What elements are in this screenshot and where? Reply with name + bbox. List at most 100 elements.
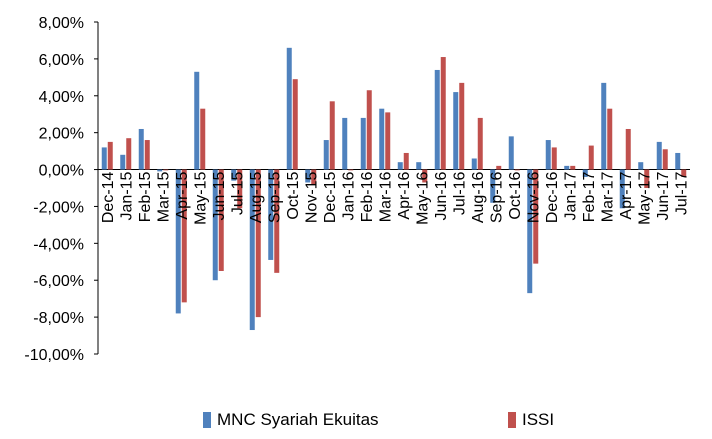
bar-series-2-sep-15 <box>274 169 280 273</box>
legend-item-series-1: MNC Syariah Ekuitas <box>203 410 379 430</box>
bar-series-1-feb-16 <box>360 117 366 170</box>
y-tick-label: -2,00% <box>33 199 84 216</box>
x-tick-label-jun-17: Jun-17 <box>655 171 672 220</box>
bars <box>101 47 687 331</box>
x-tick-label-feb-16: Feb-16 <box>359 171 376 222</box>
x-tick-label-sep-16: Sep-16 <box>489 171 506 223</box>
bar-series-2-dec-15 <box>329 101 335 170</box>
bar-series-1-feb-15 <box>138 128 144 170</box>
bar-series-1-dec-14 <box>101 147 107 170</box>
x-axis-labels: Dec-14 Jan-15 Feb-15 Mar-15 Apr-15 May-15 Jun-… <box>100 171 691 224</box>
bar-series-1-jul-17 <box>675 152 681 170</box>
bar-series-2-jan-15 <box>126 138 132 170</box>
legend-label-series-2: ISSI <box>522 410 555 429</box>
bar-series-2-aug-15 <box>255 169 261 318</box>
legend-label-series-1: MNC Syariah Ekuitas <box>217 410 379 429</box>
bar-series-1-may-17 <box>638 162 644 170</box>
bar-series-1-nov-16 <box>527 169 533 294</box>
bar-series-1-jan-17 <box>564 165 570 170</box>
x-tick-label-dec-14: Dec-14 <box>100 171 117 223</box>
y-tick-label: -4,00% <box>33 236 84 253</box>
bar-series-1-may-16 <box>416 162 422 170</box>
bar-series-2-may-16 <box>422 169 428 183</box>
legend-swatch-series-1 <box>203 412 211 428</box>
y-axis: 8,00% 6,00% 4,00% 2,00% 0,00% -2,00% -4,00% -6,… <box>24 15 690 364</box>
bar-series-2-jun-15 <box>218 169 224 271</box>
bar-series-2-apr-15 <box>181 169 187 303</box>
x-tick-label-jan-16: Jan-16 <box>341 171 358 220</box>
x-tick-label-mar-16: Mar-16 <box>378 171 395 222</box>
x-tick-label-sep-15: Sep-15 <box>267 171 284 223</box>
bar-series-1-apr-15 <box>175 169 181 314</box>
bar-series-1-jul-16 <box>453 92 459 170</box>
bar-series-2-jul-16 <box>459 82 465 170</box>
x-tick-label-apr-16: Apr-16 <box>396 171 413 219</box>
bar-series-2-nov-15 <box>311 169 317 185</box>
bar-series-2-may-17 <box>644 169 650 188</box>
bar-series-2-dec-14 <box>107 141 113 170</box>
x-tick-label-oct-15: Oct-15 <box>285 171 302 219</box>
bar-series-2-apr-16 <box>403 152 409 170</box>
x-tick-label-dec-15: Dec-15 <box>322 171 339 223</box>
bar-series-1-apr-17 <box>619 169 625 209</box>
legend: MNC Syariah Ekuitas ISSI <box>0 410 712 434</box>
bar-series-2-jul-17 <box>681 169 687 177</box>
bar-series-2-dec-16 <box>551 147 557 170</box>
bar-series-2-mar-16 <box>385 112 391 170</box>
bar-series-1-apr-16 <box>397 162 403 170</box>
bar-series-2-oct-15 <box>292 79 298 170</box>
bar-series-1-may-15 <box>194 71 200 170</box>
bar-series-2-may-15 <box>200 108 206 170</box>
bar-series-2-feb-15 <box>144 140 150 170</box>
x-tick-label-jul-17: Jul-17 <box>674 171 691 215</box>
bar-series-2-jun-16 <box>440 57 446 170</box>
bar-series-1-jun-16 <box>434 69 440 170</box>
bar-series-2-mar-17 <box>607 108 613 170</box>
bar-series-1-sep-16 <box>490 169 496 203</box>
x-tick-label-may-16: May-16 <box>415 171 432 224</box>
x-tick-label-aug-15: Aug-15 <box>248 171 265 223</box>
x-tick-label-apr-15: Apr-15 <box>174 171 191 219</box>
x-tick-label-feb-15: Feb-15 <box>137 171 154 222</box>
x-tick-label-jun-15: Jun-15 <box>211 171 228 220</box>
legend-swatch-series-2 <box>508 412 516 428</box>
y-tick-label: -6,00% <box>33 273 84 290</box>
bar-series-2-sep-16 <box>496 165 502 170</box>
x-tick-label-feb-17: Feb-17 <box>581 171 598 222</box>
bar-series-1-mar-15 <box>157 169 163 172</box>
x-tick-label-nov-16: Nov-16 <box>526 171 543 223</box>
bar-series-1-oct-15 <box>286 47 292 170</box>
bar-series-2-oct-16 <box>514 169 520 171</box>
x-tick-label-may-17: May-17 <box>637 171 654 224</box>
bar-series-2-nov-16 <box>533 169 539 264</box>
x-tick-label-dec-16: Dec-16 <box>544 171 561 223</box>
bar-series-1-dec-16 <box>545 140 551 170</box>
x-tick-label-nov-15: Nov-15 <box>304 171 321 223</box>
bar-series-1-nov-15 <box>305 169 311 183</box>
bar-series-1-jun-15 <box>212 169 218 281</box>
y-tick-label: 8,00% <box>39 15 84 32</box>
bar-series-1-aug-15 <box>249 169 255 331</box>
y-tick-label: -10,00% <box>24 347 84 364</box>
bar-series-1-mar-17 <box>601 82 607 170</box>
bar-series-2-jan-16 <box>348 169 354 171</box>
x-tick-label-jul-16: Jul-16 <box>452 171 469 215</box>
bar-series-1-jan-15 <box>120 154 126 170</box>
bar-series-2-jun-17 <box>662 149 668 170</box>
x-tick-label-oct-16: Oct-16 <box>507 171 524 219</box>
legend-item-series-2: ISSI <box>508 410 554 430</box>
x-tick-label-jan-15: Jan-15 <box>119 171 136 220</box>
x-tick-label-may-15: May-15 <box>193 171 210 224</box>
bar-series-1-jun-17 <box>656 141 662 170</box>
y-tick-label: 6,00% <box>39 52 84 69</box>
bar-series-1-sep-15 <box>268 169 274 260</box>
bar-series-2-aug-16 <box>477 117 483 170</box>
bar-series-1-dec-15 <box>323 140 329 170</box>
bar-series-1-oct-16 <box>508 136 514 170</box>
bar-series-2-mar-15 <box>163 169 169 171</box>
bar-series-2-feb-17 <box>588 145 594 170</box>
x-tick-label-mar-15: Mar-15 <box>156 171 173 222</box>
y-tick-label: -8,00% <box>33 310 84 327</box>
bar-series-2-feb-16 <box>366 90 372 170</box>
x-tick-label-jan-17: Jan-17 <box>563 171 580 220</box>
